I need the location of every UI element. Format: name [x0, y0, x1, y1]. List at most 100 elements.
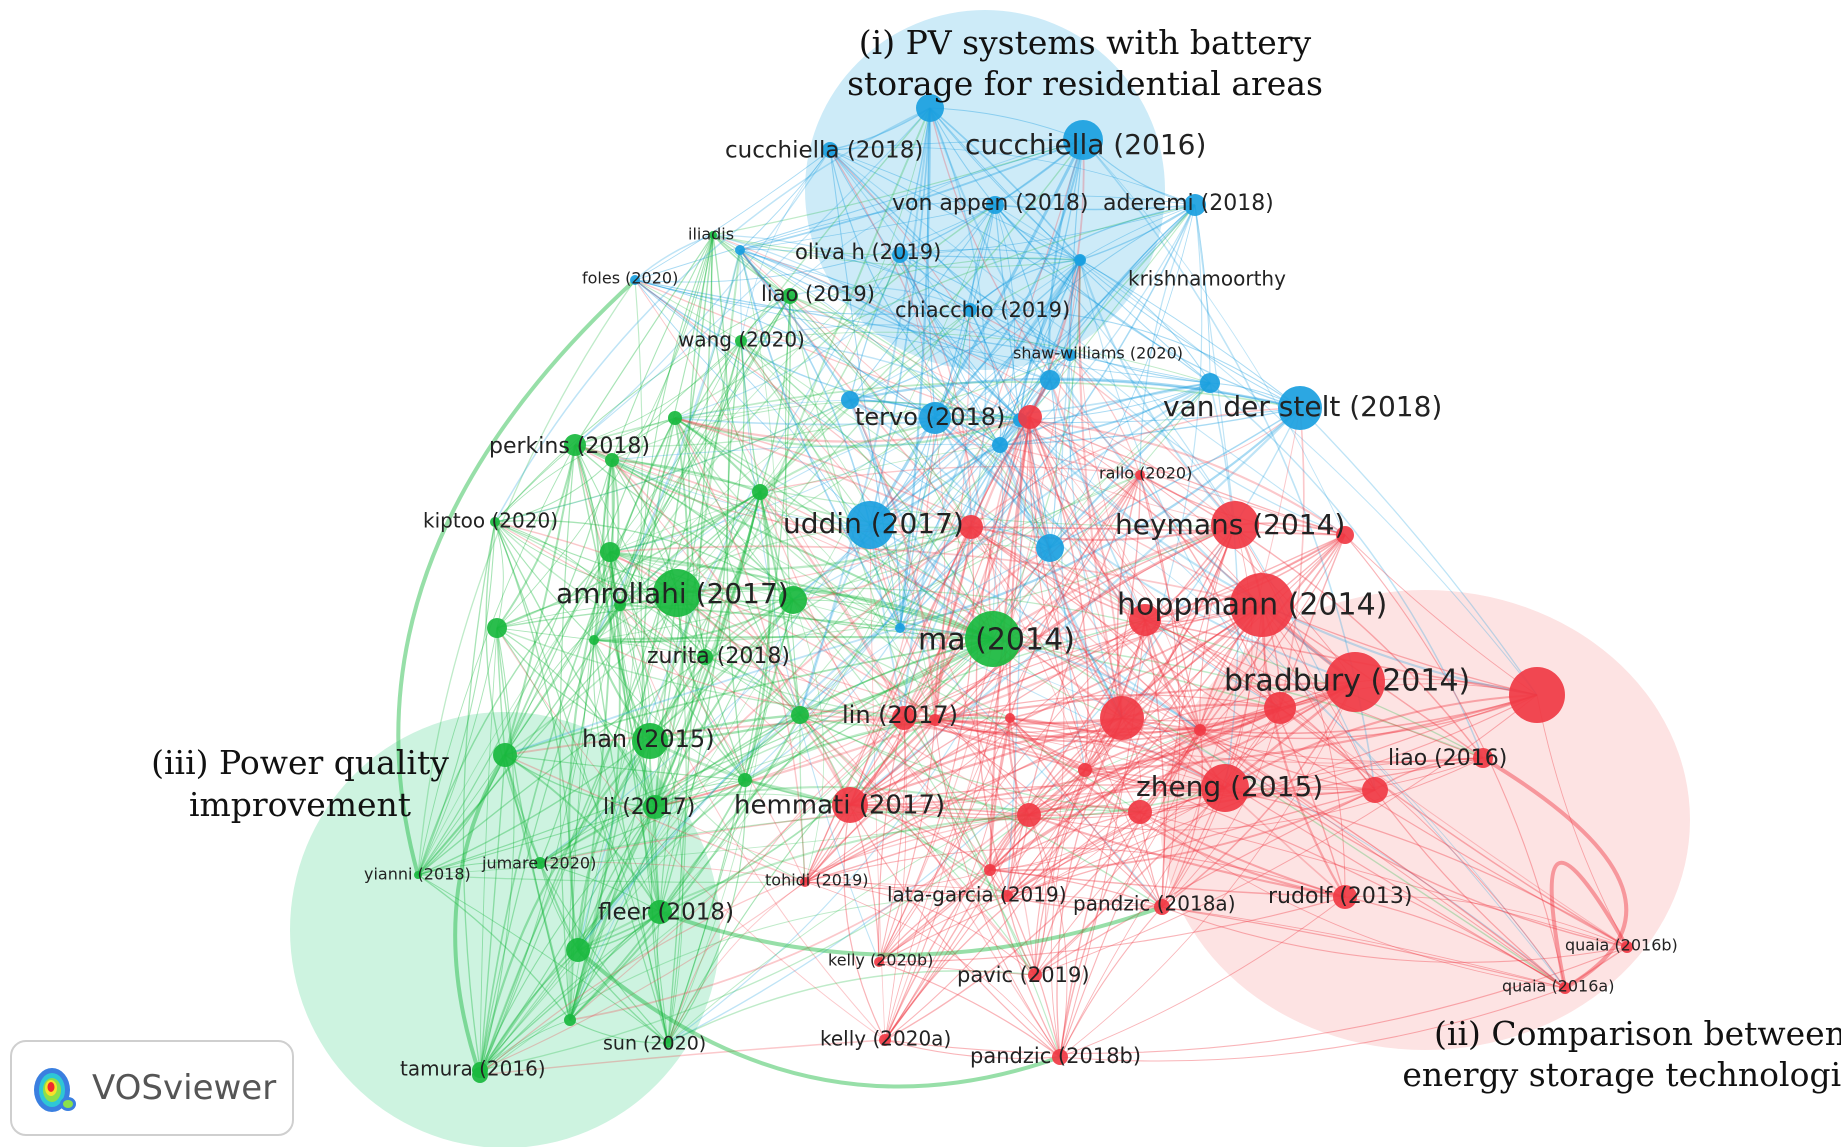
network-link — [804, 847, 1346, 898]
node-rallo2020[interactable] — [1135, 470, 1145, 480]
network-link — [494, 459, 613, 523]
node-rudolf2013[interactable] — [1333, 885, 1357, 909]
node-hemmati2017[interactable] — [832, 787, 868, 823]
network-link — [462, 521, 496, 1071]
network-link — [884, 1039, 1061, 1060]
network-link — [1121, 717, 1484, 763]
network-link — [878, 896, 1346, 963]
network-link — [849, 259, 1081, 401]
network-link — [740, 340, 871, 526]
node-amrollahi2017[interactable] — [653, 569, 701, 617]
node-zurita2018[interactable] — [697, 649, 713, 665]
network-link — [1121, 534, 1346, 719]
network-link — [479, 881, 806, 1071]
network-link — [927, 107, 936, 419]
node-quaia2016a[interactable] — [1559, 982, 1571, 994]
network-node — [1129, 604, 1161, 636]
node-heymans2014[interactable] — [1211, 501, 1259, 549]
node-ma2014[interactable] — [965, 611, 1021, 667]
node-label-pandzic2018b: pandzic (2018b) — [970, 1044, 1141, 1068]
node-foles2020[interactable] — [630, 275, 640, 285]
network-link — [539, 354, 1071, 864]
network-link — [576, 948, 1061, 1089]
node-aderemi2018[interactable] — [1184, 194, 1206, 216]
cluster-label-c3-line-1: (iii) Power quality — [151, 743, 449, 782]
node-tohidi2019[interactable] — [800, 877, 810, 887]
node-cucchiella2018[interactable] — [822, 142, 838, 158]
node-pandzic2018b[interactable] — [1052, 1049, 1068, 1065]
node-tamura2016[interactable] — [472, 1062, 488, 1078]
node-bradbury2014[interactable] — [1325, 652, 1385, 712]
network-link — [577, 949, 669, 1044]
node-wang2020[interactable] — [735, 335, 747, 347]
network-link — [869, 107, 931, 526]
node-iliadis[interactable] — [709, 231, 717, 239]
network-link — [654, 786, 1030, 817]
network-link — [479, 911, 661, 1076]
node-cucchiella2016[interactable] — [1063, 120, 1103, 160]
network-link — [1199, 729, 1566, 989]
network-link — [759, 491, 936, 721]
node-han2015[interactable] — [632, 723, 668, 759]
node-perkins2018[interactable] — [564, 434, 586, 456]
network-link — [704, 656, 801, 716]
network-link — [988, 717, 1011, 871]
network-link — [496, 627, 905, 719]
network-link — [1079, 259, 1281, 709]
node-latagarcia2019[interactable] — [1001, 890, 1013, 902]
node-olivah2019[interactable] — [892, 247, 908, 263]
node-uddin2017[interactable] — [846, 501, 894, 549]
node-kiptoo2020[interactable] — [490, 517, 500, 527]
node-quaia2016b[interactable] — [1621, 941, 1633, 953]
node-shawwilliams2020[interactable] — [1064, 349, 1076, 361]
network-link — [479, 417, 676, 1076]
node-tervo2018[interactable] — [919, 402, 951, 434]
network-link — [899, 248, 1081, 261]
node-krishnamoorthy[interactable] — [1074, 254, 1086, 266]
network-link — [829, 149, 1211, 384]
node-kelly2020a[interactable] — [879, 1034, 891, 1046]
node-pandzic2018a[interactable] — [1154, 899, 1170, 915]
network-link — [992, 638, 1281, 709]
network-link — [1009, 474, 1141, 719]
network-link — [799, 474, 1141, 716]
node-kelly2020b[interactable] — [874, 957, 884, 967]
node-label-hoppmann2014: hoppmann (2014) — [1117, 588, 1387, 623]
network-link — [804, 139, 1084, 883]
node-vonappen2018[interactable] — [986, 196, 1004, 214]
network-link — [1299, 407, 1538, 696]
node-jumare2020[interactable] — [534, 857, 546, 869]
network-link — [829, 149, 901, 629]
network-link — [899, 254, 1051, 549]
network-link — [804, 619, 1146, 883]
node-liao2019[interactable] — [782, 288, 798, 304]
network-link — [1019, 419, 1201, 731]
network-link — [1069, 354, 1211, 384]
network-link — [504, 234, 714, 756]
node-fleer2018[interactable] — [648, 900, 672, 924]
node-lin2017[interactable] — [892, 706, 916, 730]
network-link — [743, 491, 771, 781]
cluster-label-c3-line-2: improvement — [189, 785, 411, 824]
network-link — [744, 779, 1008, 897]
node-pavic2019[interactable] — [1028, 968, 1042, 982]
network-link — [739, 204, 996, 251]
network-link — [1006, 895, 1036, 976]
node-label-vonappen2018: von appen (2018) — [892, 191, 1088, 216]
network-link — [934, 719, 1566, 989]
network-link — [674, 417, 901, 629]
node-hoppmann2014[interactable] — [1230, 573, 1294, 637]
network-link — [789, 295, 1141, 476]
network-link — [659, 444, 1001, 913]
node-sun2020[interactable] — [663, 1038, 673, 1048]
network-link — [1028, 814, 1047, 976]
node-zheng2015[interactable] — [1201, 764, 1249, 812]
node-liao2016[interactable] — [1473, 748, 1493, 768]
node-vanderstelt2018[interactable] — [1278, 386, 1322, 430]
node-chiacchio2019[interactable] — [963, 303, 977, 317]
network-link — [576, 740, 651, 951]
network-link — [740, 340, 1123, 719]
node-li2017[interactable] — [643, 795, 667, 819]
node-yianni2018[interactable] — [414, 871, 422, 879]
network-link — [1029, 416, 1146, 621]
